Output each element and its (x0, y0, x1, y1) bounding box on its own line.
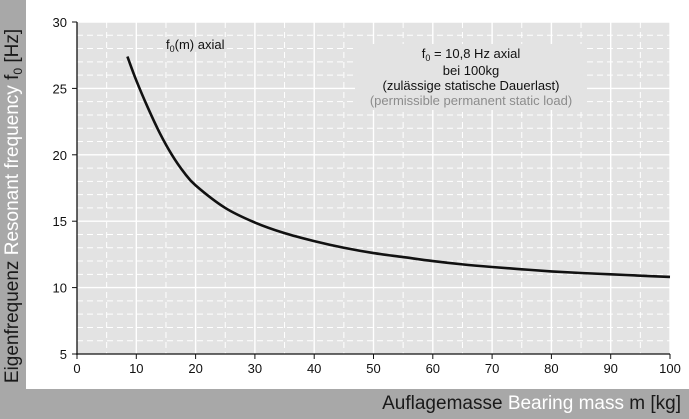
annotation-line-2: bei 100kg (442, 63, 500, 78)
curve-label: f0(m) axial (164, 37, 227, 54)
y-tick-label: 30 (53, 15, 67, 30)
y-axis-title: Eigenfrequenz Resonant frequency f0 [Hz] (2, 28, 25, 384)
y-tick-label: 20 (53, 148, 67, 163)
y-tick-label: 15 (53, 214, 67, 229)
x-tick-label: 50 (366, 361, 380, 376)
y-tick-label: 10 (53, 281, 67, 296)
x-tick-label: 40 (307, 361, 321, 376)
reference-annotation: f0 = 10,8 Hz axial bei 100kg (zulässige … (355, 44, 587, 110)
y-tick-label: 5 (60, 347, 67, 362)
series-line-f0-axial (126, 56, 671, 279)
x-tick-label: 90 (603, 361, 617, 376)
annotation-line-3: (zulässige statische Dauerlast) (382, 78, 560, 93)
x-tick-label: 60 (426, 361, 440, 376)
x-tick-label: 20 (188, 361, 202, 376)
y-axis-title-english: Resonant frequency (2, 85, 23, 256)
x-tick-label: 30 (248, 361, 262, 376)
y-tick-label: 25 (53, 81, 67, 96)
x-tick-label: 80 (544, 361, 558, 376)
x-tick-label: 70 (485, 361, 499, 376)
y-axis-label-band (0, 0, 26, 419)
annotation-line-4: (permissible permanent static load) (369, 93, 573, 108)
x-axis-title: Auflagemasse Bearing mass m [kg] (382, 393, 681, 414)
annotation-line-1: f0 = 10,8 Hz axial (421, 46, 521, 63)
x-tick-label: 0 (73, 361, 80, 376)
x-axis-label-band (0, 389, 689, 419)
x-axis-title-english: Bearing mass (507, 393, 624, 414)
x-tick-label: 100 (659, 361, 681, 376)
x-tick-label: 10 (129, 361, 143, 376)
